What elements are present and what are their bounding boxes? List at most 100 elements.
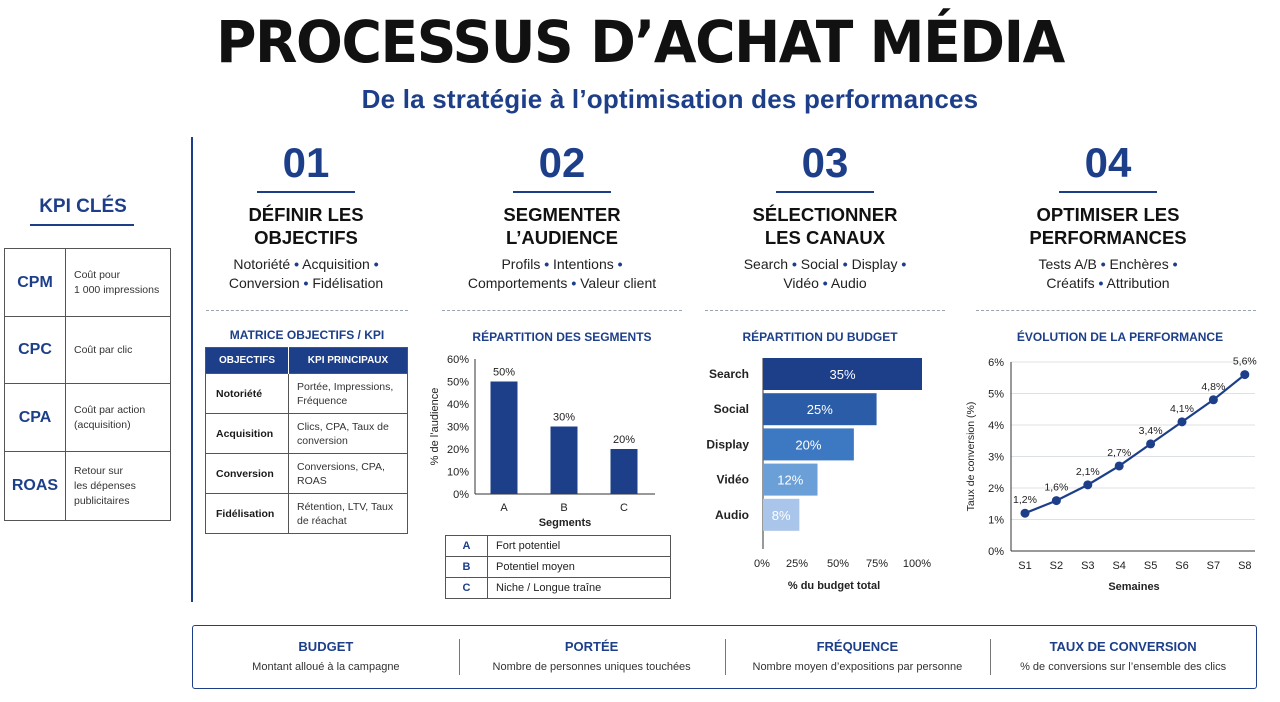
matrix-kpis: Portée, Impressions, Fréquence	[288, 373, 408, 414]
bar	[763, 428, 854, 461]
x-tick-label: S6	[1175, 560, 1188, 572]
data-label: 2,7%	[1107, 447, 1131, 459]
x-tick-label: A	[500, 502, 508, 514]
metrics-bar: BUDGET Montant alloué à la campagne PORT…	[192, 625, 1257, 689]
step-04: 04 OPTIMISER LES PERFORMANCES Tests A/B …	[988, 137, 1228, 293]
y-tick-label: 4%	[988, 420, 1004, 432]
step-item: Créatifs	[1046, 275, 1095, 291]
data-label: 50%	[493, 367, 515, 379]
data-label: 3,4%	[1139, 425, 1163, 437]
metric-portee: PORTÉE Nombre de personnes uniques touch…	[458, 626, 725, 688]
bar	[610, 449, 638, 494]
metric-taux-conversion: TAUX DE CONVERSION % de conversions sur …	[990, 626, 1256, 688]
category-label: Audio	[715, 508, 749, 522]
separator	[442, 310, 682, 311]
bar	[763, 393, 877, 426]
x-tick-label: S3	[1081, 560, 1094, 572]
matrix-row: Acquisition Clics, CPA, Taux de conversi…	[205, 413, 408, 454]
kpi-title-underline	[30, 224, 134, 226]
step-items: Search • Social • Display • Vidéo • Audi…	[743, 256, 907, 291]
performance-chart-title: ÉVOLUTION DE LA PERFORMANCE	[1016, 330, 1224, 344]
step-item: Intentions	[553, 256, 614, 272]
step-items: Notoriété • Acquisition • Conversion • F…	[228, 256, 384, 291]
x-axis-label: % du budget total	[788, 580, 880, 592]
y-tick-label: 0%	[988, 546, 1004, 558]
data-label: 1,2%	[1013, 494, 1037, 506]
step-item: Vidéo	[783, 275, 819, 291]
y-tick-label: 40%	[447, 399, 469, 411]
y-tick-label: 60%	[447, 354, 469, 366]
metric-desc: Nombre de personnes uniques touchées	[492, 661, 691, 673]
data-label: 4,1%	[1170, 403, 1194, 415]
kpi-desc: Coût pour 1 000 impressions	[74, 268, 160, 296]
segments-chart-title: RÉPARTITION DES SEGMENTS	[472, 330, 652, 344]
matrix-row: Conversion Conversions, CPA, ROAS	[205, 453, 408, 494]
metric-desc: Montant alloué à la campagne	[252, 661, 400, 673]
separator	[705, 310, 945, 311]
data-label: 30%	[553, 412, 575, 424]
step-title: SEGMENTER L’AUDIENCE	[503, 204, 621, 248]
bar	[763, 463, 818, 496]
y-tick-label: 5%	[988, 389, 1004, 401]
legend-row: A Fort potentiel	[445, 535, 671, 557]
category-label: Search	[709, 367, 749, 381]
kpi-row-cpa: CPA Coût par action (acquisition)	[5, 384, 170, 452]
matrix-objective: Fidélisation	[205, 493, 289, 534]
step-item: Search	[743, 256, 789, 272]
step-number: 01	[282, 139, 330, 186]
segment-legend: A Fort potentiel B Potentiel moyen C Nic…	[445, 535, 671, 599]
category-label: Social	[714, 402, 749, 416]
matrix-title: MATRICE OBJECTIFS / KPI	[229, 328, 385, 342]
legend-row: C Niche / Longue traîne	[445, 577, 671, 599]
step-01: 01 DÉFINIR LES OBJECTIFS Notoriété • Acq…	[186, 137, 426, 293]
matrix-objective: Conversion	[205, 453, 289, 494]
step-item: Notoriété	[233, 256, 291, 272]
x-tick-label: S5	[1144, 560, 1157, 572]
y-tick-label: 6%	[988, 357, 1004, 369]
data-label: 1,6%	[1044, 482, 1068, 494]
data-point	[1177, 417, 1187, 427]
kpi-title: KPI CLÉS	[39, 196, 127, 217]
matrix-kpis: Conversions, CPA, ROAS	[288, 453, 408, 494]
step-item: Profils	[501, 256, 541, 272]
data-point	[1208, 395, 1218, 405]
x-tick-label: S2	[1050, 560, 1063, 572]
category-label: Vidéo	[717, 473, 749, 487]
data-point	[1240, 370, 1250, 380]
metric-name: FRÉQUENCE	[816, 639, 899, 654]
metric-budget: BUDGET Montant alloué à la campagne	[193, 626, 459, 688]
metric-desc: Nombre moyen d’expositions par personne	[752, 661, 963, 673]
kpi-abbr: CPC	[5, 317, 66, 383]
series-line	[1024, 373, 1246, 515]
kpi-row-roas: ROAS Retour sur les dépenses publicitair…	[5, 452, 170, 520]
data-label: 8%	[772, 508, 791, 523]
legend-label: Niche / Longue traîne	[487, 577, 671, 599]
data-point	[1114, 461, 1124, 471]
data-label: 2,1%	[1076, 466, 1100, 478]
step-title: OPTIMISER LES PERFORMANCES	[1029, 204, 1187, 248]
y-axis-label: Taux de conversion (%)	[965, 402, 977, 512]
step-number: 03	[801, 139, 849, 186]
metric-name: PORTÉE	[564, 639, 619, 654]
legend-code: A	[445, 535, 488, 557]
metric-frequence: FRÉQUENCE Nombre moyen d’expositions par…	[724, 626, 991, 688]
y-tick-label: 2%	[988, 483, 1004, 495]
step-number: 04	[1084, 139, 1132, 186]
x-axis-label: Semaines	[1108, 581, 1159, 593]
data-point	[1020, 508, 1030, 518]
x-tick-label: S7	[1207, 560, 1220, 572]
data-point	[1051, 496, 1061, 506]
data-point	[1083, 480, 1093, 490]
matrix-row: Fidélisation Rétention, LTV, Taux de réa…	[205, 493, 408, 534]
step-03: 03 SÉLECTIONNER LES CANAUX Search • Soci…	[705, 137, 945, 293]
legend-code: C	[445, 577, 488, 599]
separator	[976, 310, 1256, 311]
data-label: 5,6%	[1233, 356, 1257, 368]
matrix-objective: Notoriété	[205, 373, 289, 414]
step-number: 02	[538, 139, 586, 186]
legend-label: Potentiel moyen	[487, 556, 671, 578]
bar	[763, 358, 922, 390]
metric-name: BUDGET	[298, 639, 354, 654]
x-tick-label: S8	[1238, 560, 1251, 572]
step-item: Display	[851, 256, 898, 272]
